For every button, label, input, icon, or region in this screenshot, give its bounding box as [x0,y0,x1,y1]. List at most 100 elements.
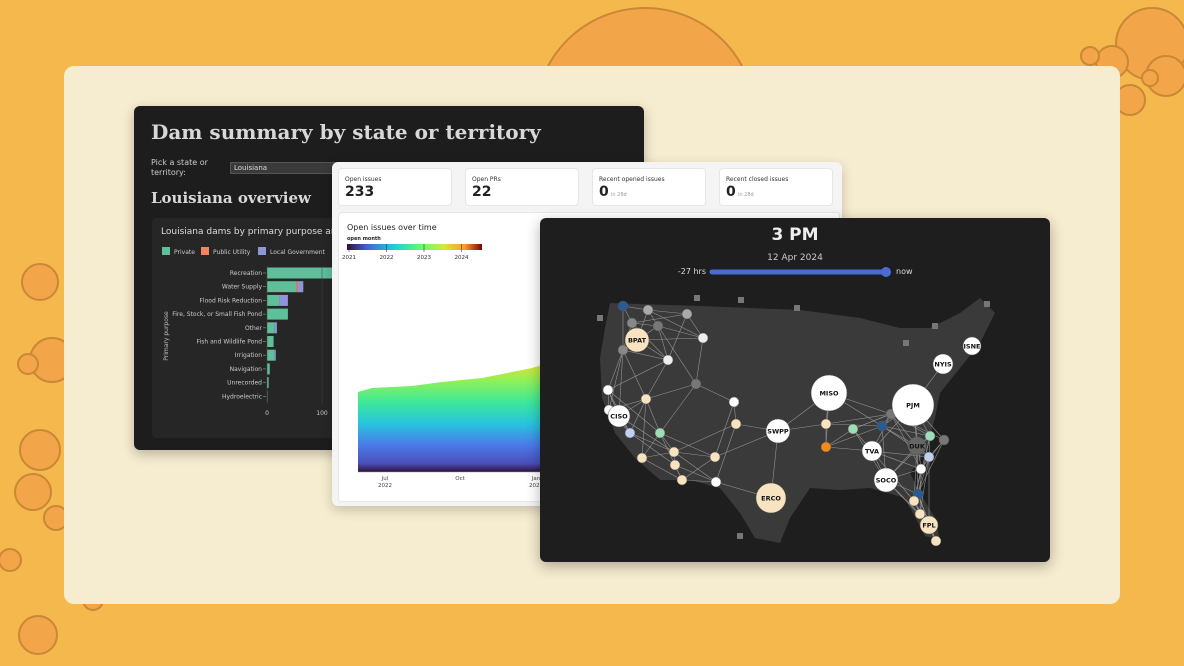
node-label: MISO [819,390,839,398]
node [690,378,702,390]
external-node [738,297,744,303]
stat-label: Recent closed issues [726,176,789,183]
edge [647,309,704,339]
node [624,427,636,439]
legend-swatch [201,247,209,255]
x-tick-label: 0 [265,410,269,417]
stat-value: 22 [472,184,492,200]
node [602,384,614,396]
slider-start: -27 hrs [678,267,706,276]
node [669,459,681,471]
node-label: SWPP [767,428,789,436]
node [930,535,942,547]
slider-knob[interactable] [881,267,891,277]
x-tick-label: 100 [316,410,328,417]
edge [673,451,717,483]
node [662,354,674,366]
node [919,515,939,535]
picker-label: Pick a state or territory: [151,158,208,177]
edge [825,425,883,448]
stat-note: in 28d [611,192,627,198]
node [709,451,721,463]
node [642,304,654,316]
legend-label: Private [174,249,195,256]
edge [608,349,624,411]
bar-segment [267,377,269,389]
node-label: PJM [906,402,920,410]
edge [641,451,675,459]
node [617,300,629,312]
bar-segment [267,390,268,402]
bar-segment [267,336,274,347]
edge [607,349,624,391]
node [617,344,629,356]
node [626,317,638,329]
edge [645,359,669,400]
external-node [932,323,938,329]
y-tick-label: Water Supply [222,284,263,291]
stat-value: 0 [599,184,609,200]
edge [657,325,697,385]
node [654,427,666,439]
node-label: DUK [909,443,926,451]
bar-segment [267,281,297,293]
node [876,420,888,432]
node [681,308,693,320]
stat-label: Open issues [345,176,382,183]
node [710,476,722,488]
chart-title: Open issues over time [347,223,437,232]
node-label: TVA [865,448,879,456]
node-label: ERCO [761,495,781,503]
node [932,353,954,375]
y-tick-label: Recreation [230,270,262,277]
external-node [737,533,743,539]
edge [647,309,688,315]
legend-label: Public Utility [213,249,251,256]
y-tick-label: Irrigation [235,352,262,359]
legend-tick-label: 2021 [342,255,356,261]
bar-segment [297,281,304,293]
node [962,336,982,356]
edge [629,398,647,434]
node [847,423,859,435]
edge [852,413,892,430]
edge [919,456,930,515]
node [915,463,927,475]
edge [667,313,688,361]
x-tick-label: Jul [381,476,389,482]
edge [673,423,737,453]
bar-segment [267,349,275,361]
node [755,482,787,514]
bar-segment [267,294,280,306]
grid-panel: 3 PM 12 Apr 2024 -27 hrs now BPAT CISO MIS… [540,218,1050,562]
node-label: CISO [610,413,628,421]
legend-swatch [162,247,170,255]
edge [631,313,688,324]
node [891,383,935,427]
bar-segment [274,322,277,334]
node [730,418,742,430]
edge [715,423,737,483]
external-node [903,340,909,346]
time: 3 PM [771,225,818,245]
y-tick-label: Unrecorded [227,380,262,387]
bar-segment [274,349,276,361]
edge [881,425,931,437]
legend-label: Local Government [270,249,326,256]
edge [825,413,892,425]
edge [622,349,647,400]
edge [641,457,683,481]
node [607,404,631,428]
edge [917,456,930,495]
stat-value: 233 [345,184,375,200]
y-axis-label: Primary purpose [163,311,170,361]
edge [657,325,704,339]
stat-value: 0 [726,184,736,200]
edge [641,398,647,459]
y-tick-label: Hydroelectric [222,393,262,400]
x-tick-label: 2022 [378,483,392,489]
edge [681,479,717,483]
us-map [600,298,995,543]
stat-label: Recent opened issues [599,176,665,183]
